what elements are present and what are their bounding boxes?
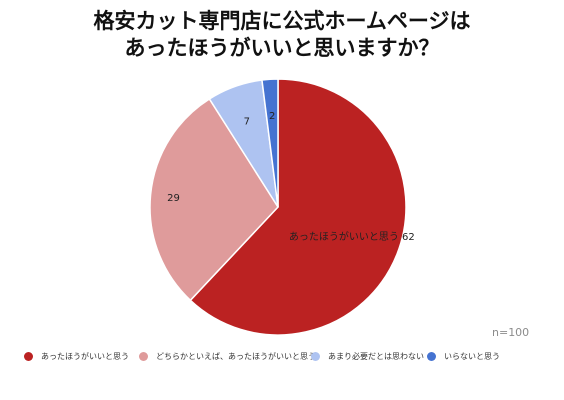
pie-data-label-2: 29 [167,193,180,204]
legend-item-3: あまり必要だとは思わない [311,349,424,363]
legend-label-2: どちらかといえば、あったほうがいいと思う [156,351,316,361]
legend-item-1: あったほうがいいと思う [24,349,129,363]
legend-item-2: どちらかといえば、あったほうがいいと思う [139,349,316,363]
pie-slice-4 [261,78,279,208]
legend-item-4: いらないと思う [427,349,500,363]
legend-swatch-2 [139,351,148,361]
chart-title-line-2: あったほうがいいと思いますか？ [124,36,440,60]
legend-label-1: あったほうがいいと思う [41,351,129,361]
pie-data-label-1: あったほうがいいと思う 62 [289,230,415,243]
legend-label-4: いらないと思う [444,351,500,361]
chart-legend: あったほうがいいと思う どちらかといえば、あったほうがいいと思う あまり必要だと… [24,349,554,363]
chart-title: 格安カット専門店に公式ホームページは あったほうがいいと思いますか？ [0,8,564,62]
chart-title-line-1: 格安カット専門店に公式ホームページは [93,9,471,33]
legend-swatch-1 [24,351,33,361]
pie-slice-1 [189,78,407,336]
pie-data-label-3: 7 [244,116,250,127]
legend-swatch-3 [311,351,320,361]
sample-size-note: n=100 [492,326,530,339]
pie-data-label-4: 2 [269,111,275,122]
legend-swatch-4 [427,351,436,361]
pie-slice-2 [149,97,279,302]
legend-label-3: あまり必要だとは思わない [328,351,424,361]
